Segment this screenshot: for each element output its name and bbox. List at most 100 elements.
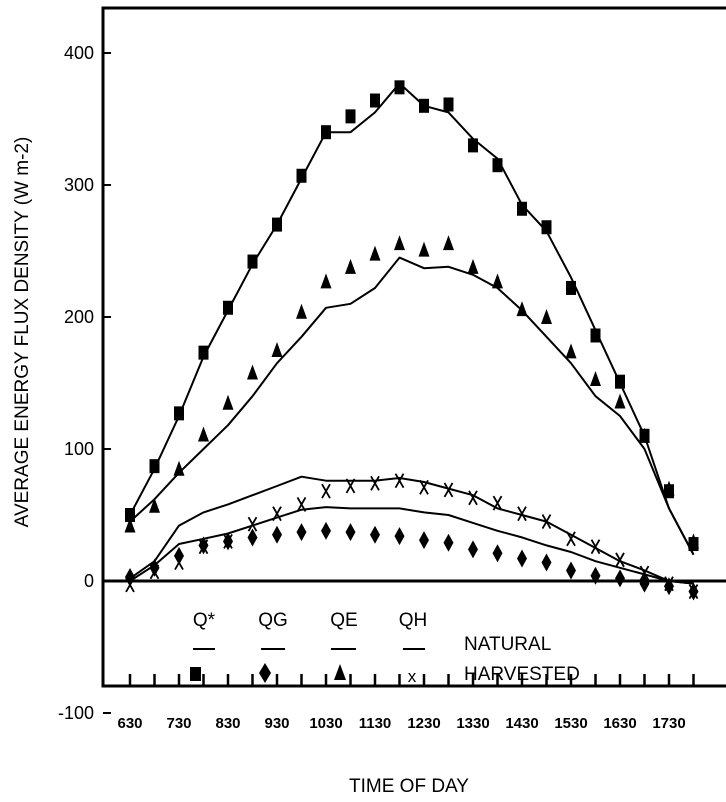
x-tick-label: 1530: [554, 715, 587, 732]
x-axis: 630 730 830 930 1030 1130 1230 1330 1430 1530 1630…: [117, 674, 695, 732]
y-tick-label: -100: [58, 703, 94, 723]
marker-qstar-harvested: [272, 217, 282, 232]
marker-qe-harvested: [541, 309, 552, 324]
line-qh-natural: [129, 475, 694, 585]
x-tick-label: 1230: [407, 715, 440, 732]
marker-qg-harvested: [198, 536, 209, 555]
marker-qstar-harvested: [198, 345, 209, 360]
marker-qh-harvested: [566, 531, 576, 547]
legend-triangle-marker: [334, 664, 346, 680]
x-tick-label: 1430: [505, 715, 538, 732]
marker-qstar-harvested: [321, 125, 331, 140]
marker-qh-harvested: [517, 506, 527, 522]
marker-qh-harvested: [419, 479, 429, 495]
marker-qe-harvested: [222, 394, 234, 410]
marker-qstar-harvested: [296, 168, 307, 183]
marker-qg-harvested: [125, 568, 135, 587]
marker-qstar-harvested: [541, 220, 552, 235]
x-tick-label: 1130: [359, 715, 392, 732]
marker-qstar-harvested: [615, 374, 625, 389]
y-tick-label: 200: [64, 307, 94, 327]
marker-qstar-harvested: [370, 93, 380, 108]
marker-qh-harvested: [394, 473, 405, 489]
marker-qstar-harvested: [590, 328, 601, 343]
marker-qe-harvested: [443, 235, 454, 251]
marker-qe-harvested: [418, 241, 430, 257]
y-axis: -100 0 100 200 300 400: [58, 43, 111, 723]
marker-qh-harvested: [272, 506, 282, 522]
series-lines: [129, 82, 695, 585]
marker-qh-harvested: [615, 552, 625, 568]
marker-qe-harvested: [369, 245, 381, 261]
marker-qg-harvested: [419, 531, 429, 550]
marker-qe-harvested: [516, 301, 528, 317]
marker-qe-harvested: [394, 235, 405, 251]
marker-qg-harvested: [247, 528, 258, 547]
marker-qg-harvested: [296, 523, 307, 542]
marker-qg-harvested: [517, 549, 527, 568]
plot-frame: [101, 6, 726, 688]
x-tick-label: 1630: [603, 715, 636, 732]
marker-qg-harvested: [370, 525, 380, 544]
plot-border: [101, 6, 726, 688]
marker-qh-harvested: [370, 475, 380, 491]
legend-row-harvested: HARVESTED: [464, 664, 580, 685]
marker-qg-harvested: [443, 533, 454, 552]
marker-qg-harvested: [541, 553, 552, 572]
x-tick-label: 630: [117, 715, 142, 732]
marker-qstar-harvested: [174, 406, 184, 421]
marker-qe-harvested: [149, 497, 160, 513]
x-tick-label: 1730: [652, 715, 685, 732]
marker-qe-harvested: [320, 273, 332, 289]
marker-qe-harvested: [296, 303, 307, 319]
marker-qh-harvested: [492, 495, 503, 511]
marker-qg-harvested: [174, 546, 184, 565]
marker-qg-harvested: [566, 561, 576, 580]
legend-col-qstar: Q*: [193, 610, 216, 631]
legend-row-natural: NATURAL: [464, 634, 551, 655]
marker-qh-harvested: [345, 478, 356, 494]
marker-qg-harvested: [345, 523, 356, 542]
marker-qg-harvested: [272, 525, 282, 544]
marker-qstar-harvested: [125, 508, 135, 522]
marker-qh-harvested: [247, 516, 258, 532]
x-tick-label: 930: [264, 715, 289, 732]
marker-qh-harvested: [468, 490, 478, 506]
marker-qe-harvested: [688, 533, 699, 549]
marker-qh-harvested: [296, 496, 307, 512]
y-tick-label: 300: [64, 175, 94, 195]
series-markers: [124, 80, 699, 601]
marker-qg-harvested: [223, 532, 233, 551]
marker-qe-harvested: [247, 364, 258, 380]
marker-qg-harvested: [321, 521, 331, 540]
y-tick-label: 100: [64, 439, 94, 459]
marker-qg-harvested: [590, 566, 601, 585]
legend-square-marker: [190, 667, 201, 681]
line-qstar-natural: [129, 82, 695, 556]
y-axis-title: AVERAGE ENERGY FLUX DENSITY (W m-2): [12, 137, 33, 528]
marker-qe-harvested: [271, 342, 283, 357]
marker-qstar-harvested: [394, 80, 405, 95]
marker-qe-harvested: [198, 426, 209, 442]
legend-x-marker: x: [408, 667, 417, 686]
x-tick-label: 1330: [456, 715, 489, 732]
marker-qstar-harvested: [149, 459, 160, 474]
marker-qg-harvested: [149, 558, 160, 577]
legend-col-qe: QE: [330, 610, 357, 631]
marker-qh-harvested: [541, 514, 552, 530]
marker-qstar-harvested: [492, 158, 503, 173]
x-axis-title: TIME OF DAY: [349, 776, 469, 797]
marker-qg-harvested: [688, 582, 699, 601]
marker-qe-harvested: [590, 371, 601, 387]
marker-qh-harvested: [590, 539, 601, 555]
marker-qstar-harvested: [419, 98, 429, 113]
marker-qg-harvested: [492, 544, 503, 563]
marker-qh-harvested: [321, 483, 331, 499]
marker-qg-harvested: [639, 574, 650, 593]
y-tick-label: 400: [64, 43, 94, 63]
marker-qstar-harvested: [468, 138, 478, 153]
marker-qh-harvested: [639, 565, 650, 581]
marker-qstar-harvested: [566, 280, 576, 295]
x-tick-label: 830: [215, 715, 240, 732]
